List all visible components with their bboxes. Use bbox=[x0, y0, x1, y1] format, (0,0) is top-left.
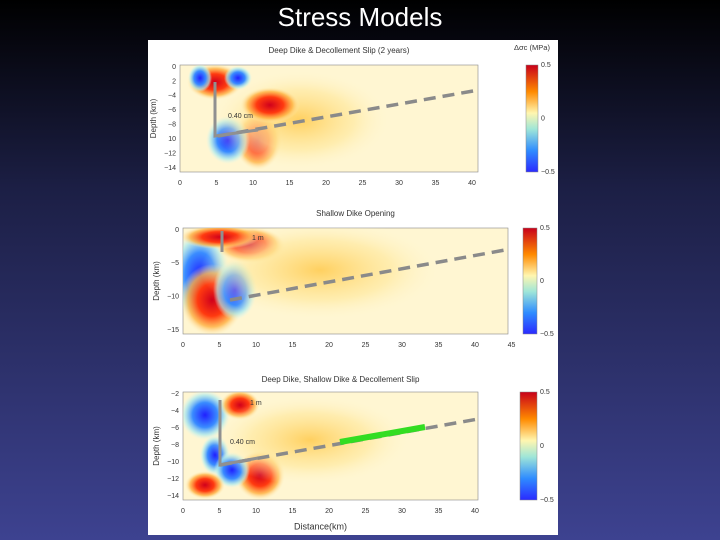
stress-field bbox=[183, 228, 506, 334]
colorbar-tick-label: 0 bbox=[540, 443, 544, 450]
y-tick-label: −12 bbox=[164, 150, 176, 157]
decollement bbox=[217, 88, 478, 138]
y-tick-label: −8 bbox=[168, 122, 176, 129]
x-tick-label: 30 bbox=[398, 342, 406, 349]
y-tick-label: −5 bbox=[171, 260, 179, 267]
x-tick-label: 30 bbox=[398, 508, 406, 515]
colorbar-tick-label: −0.5 bbox=[541, 169, 555, 176]
panel-title: Deep Dike, Shallow Dike & Decollement Sl… bbox=[262, 375, 420, 384]
y-tick-label: −14 bbox=[164, 165, 176, 172]
stress-lobe bbox=[240, 87, 300, 123]
x-tick-label: 15 bbox=[289, 342, 297, 349]
x-axis-label: Distance(km) bbox=[294, 521, 347, 531]
y-axis-label: Depth (km) bbox=[149, 98, 158, 138]
x-tick-label: 30 bbox=[395, 180, 403, 187]
colorbar bbox=[522, 227, 538, 335]
dike bbox=[213, 82, 259, 138]
x-tick-label: 20 bbox=[322, 180, 330, 187]
stress-field bbox=[183, 392, 478, 500]
colorbar bbox=[519, 391, 538, 501]
x-tick-label: 35 bbox=[432, 180, 440, 187]
stress-lobe bbox=[200, 228, 440, 320]
x-tick-label: 10 bbox=[252, 508, 260, 515]
colorbar-tick-label: 0 bbox=[540, 278, 544, 285]
x-tick-label: 35 bbox=[435, 508, 443, 515]
x-tick-label: 35 bbox=[435, 342, 443, 349]
slide-title: Stress Models bbox=[278, 2, 443, 32]
x-tick-label: 15 bbox=[286, 180, 294, 187]
annotation: 1 m bbox=[250, 400, 262, 407]
stress-lobe bbox=[188, 65, 212, 92]
colorbar-tick-label: 0.5 bbox=[540, 389, 550, 396]
x-tick-label: 15 bbox=[289, 508, 297, 515]
slip-patch bbox=[339, 424, 426, 445]
y-tick-label: −6 bbox=[171, 425, 179, 432]
plot-panel: Deep Dike & Decollement Slip (2 years) De… bbox=[149, 43, 555, 187]
x-tick-label: 40 bbox=[471, 342, 479, 349]
panel-title: Deep Dike & Decollement Slip (2 years) bbox=[269, 46, 410, 55]
x-tick-label: 5 bbox=[218, 342, 222, 349]
x-tick-label: 10 bbox=[252, 342, 260, 349]
y-tick-label: 2 bbox=[172, 78, 176, 85]
stress-lobe bbox=[185, 471, 225, 499]
annotation: 0.40 cm bbox=[230, 439, 255, 446]
colorbar-title: Δσc (MPa) bbox=[514, 43, 550, 52]
x-tick-label: 25 bbox=[362, 508, 370, 515]
y-tick-label: −8 bbox=[171, 442, 179, 449]
y-tick-label: −10 bbox=[167, 459, 179, 466]
x-tick-label: 0 bbox=[181, 508, 185, 515]
x-tick-label: 25 bbox=[362, 342, 370, 349]
y-tick-label: 0 bbox=[175, 227, 179, 234]
x-tick-label: 10 bbox=[249, 180, 257, 187]
y-tick-label: −4 bbox=[171, 408, 179, 415]
y-tick-label: −4 bbox=[168, 93, 176, 100]
y-tick-label: −12 bbox=[167, 476, 179, 483]
decollement bbox=[229, 248, 506, 302]
colorbar-tick-label: −0.5 bbox=[540, 331, 554, 338]
stress-lobe bbox=[210, 395, 410, 485]
colorbar-tick-label: −0.5 bbox=[540, 497, 554, 504]
y-tick-label: 10 bbox=[168, 136, 176, 143]
y-axis-label: Depth (km) bbox=[152, 261, 161, 301]
x-tick-label: 40 bbox=[468, 180, 476, 187]
y-tick-label: −2 bbox=[171, 391, 179, 398]
x-tick-label: 0 bbox=[181, 342, 185, 349]
x-tick-label: 5 bbox=[215, 180, 219, 187]
plot-panel: Shallow Dike Opening Depth (km) 0 5 10 15 20 25… bbox=[152, 209, 554, 349]
x-tick-label: 0 bbox=[178, 180, 182, 187]
x-tick-label: 20 bbox=[325, 508, 333, 515]
x-tick-label: 20 bbox=[325, 342, 333, 349]
y-tick-label: −10 bbox=[167, 294, 179, 301]
x-tick-label: 25 bbox=[359, 180, 367, 187]
plot-panel: Deep Dike, Shallow Dike & Decollement Sl… bbox=[152, 375, 554, 531]
x-tick-label: 45 bbox=[508, 342, 516, 349]
x-tick-label: 5 bbox=[218, 508, 222, 515]
annotation: 0.40 cm bbox=[228, 113, 253, 120]
y-tick-label: −15 bbox=[167, 327, 179, 334]
y-axis-label: Depth (km) bbox=[152, 426, 161, 466]
colorbar-tick-label: 0.5 bbox=[540, 225, 550, 232]
y-tick-label: −14 bbox=[167, 493, 179, 500]
x-tick-label: 40 bbox=[471, 508, 479, 515]
dike bbox=[218, 400, 259, 467]
annotation: 1 m bbox=[252, 235, 264, 242]
colorbar bbox=[525, 64, 539, 173]
stress-field bbox=[187, 65, 478, 170]
colorbar-tick-label: 0.5 bbox=[541, 62, 551, 69]
colorbar-tick-label: 0 bbox=[541, 115, 545, 122]
panel-title: Shallow Dike Opening bbox=[316, 209, 395, 218]
y-tick-label: 0 bbox=[172, 64, 176, 71]
y-tick-label: −6 bbox=[168, 107, 176, 114]
